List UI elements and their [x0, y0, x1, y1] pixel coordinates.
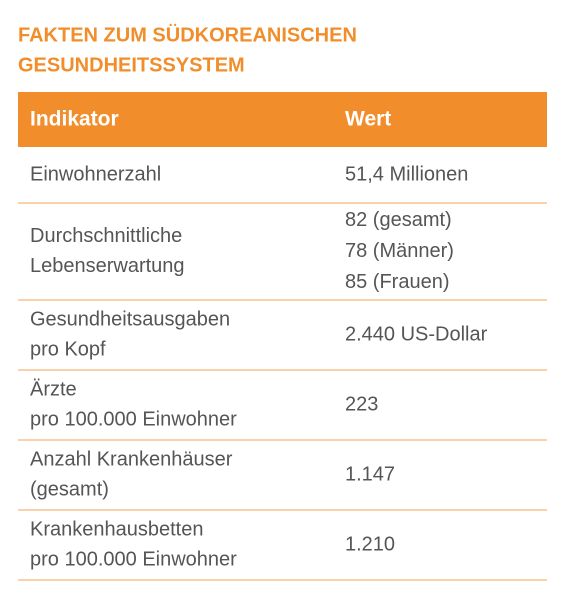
cell-text: Lebenserwartung: [30, 255, 185, 277]
title-line: GESUNDHEITSSYSTEM: [18, 54, 245, 76]
header-cell: Indikator: [30, 108, 119, 131]
cell-text: 82 (gesamt): [345, 209, 452, 231]
title-line: FAKTEN ZUM SÜDKOREANISCHEN: [18, 23, 357, 46]
cell-text: 1.210: [345, 533, 395, 555]
cell-text: pro 100.000 Einwohner: [30, 548, 237, 570]
cell-text: Einwohnerzahl: [30, 163, 161, 185]
cell-text: Ärzte: [30, 378, 77, 400]
cell-text: 51,4 Millionen: [345, 163, 468, 185]
cell-text: (gesamt): [30, 478, 109, 500]
cell-text: Anzahl Krankenhäuser: [30, 448, 233, 470]
cell-text: pro Kopf: [30, 338, 106, 360]
cell-text: pro 100.000 Einwohner: [30, 408, 237, 430]
cell-text: 85 (Frauen): [345, 271, 450, 293]
cell-text: 78 (Männer): [345, 240, 454, 262]
header-cell: Wert: [345, 108, 391, 131]
cell-text: 223: [345, 393, 378, 415]
header-bar: [18, 92, 547, 147]
cell-text: Gesundheitsausgaben: [30, 308, 230, 330]
cell-text: 2.440 US-Dollar: [345, 323, 488, 345]
cell-text: 1.147: [345, 463, 395, 485]
cell-text: Durchschnittliche: [30, 225, 182, 247]
cell-text: Krankenhausbetten: [30, 518, 203, 540]
